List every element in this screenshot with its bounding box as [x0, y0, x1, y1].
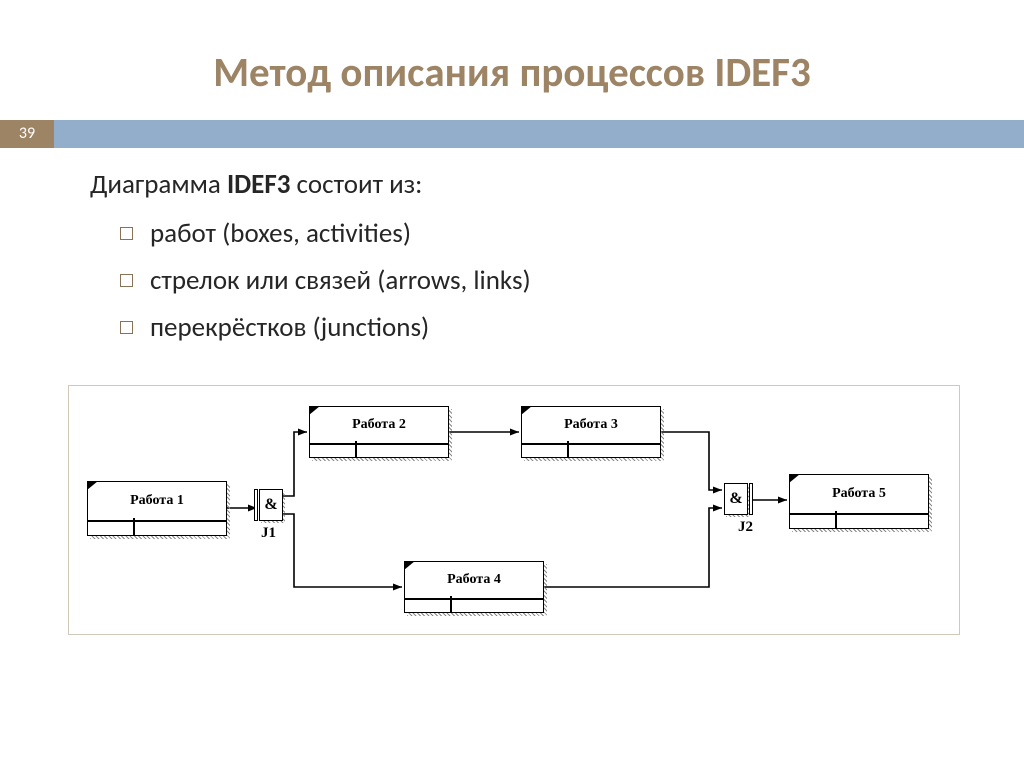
bullet-list: работ (boxes, activities) стрелок или св… — [90, 217, 950, 344]
work-box-label: Работа 3 — [522, 417, 660, 433]
bullet-text: перекрёстков (junctions) — [150, 311, 429, 344]
intro-strong: IDEF3 — [227, 168, 290, 201]
idef3-diagram: Работа 1 Работа 2 Работа 3 Работа 4 Работа 5… — [68, 385, 960, 635]
intro-line: Диаграмма IDEF3 состоит из: — [90, 168, 950, 201]
junction-label: J2 — [738, 519, 753, 536]
intro-suffix: состоит из: — [290, 168, 422, 201]
bullet-text: работ (boxes, activities) — [150, 217, 411, 250]
work-box-w3: Работа 3 — [521, 406, 661, 458]
junction-j2: &J2 — [724, 483, 748, 515]
bullet-item: стрелок или связей (arrows, links) — [120, 264, 950, 297]
work-box-w2: Работа 2 — [309, 406, 449, 458]
work-box-w5: Работа 5 — [789, 474, 929, 529]
bullet-text: стрелок или связей (arrows, links) — [150, 264, 531, 297]
badge-bar: 39 — [0, 120, 1024, 148]
title-text: Метод описания процессов IDEF3 — [213, 48, 811, 98]
content-area: Диаграмма IDEF3 состоит из: работ (boxes… — [90, 168, 950, 358]
slide-title: Метод описания процессов IDEF3 — [0, 0, 1024, 98]
work-box-label: Работа 1 — [88, 493, 226, 509]
work-box-label: Работа 5 — [790, 486, 928, 502]
intro-prefix: Диаграмма — [90, 168, 227, 201]
junction-label: J1 — [261, 525, 276, 542]
work-box-label: Работа 2 — [310, 417, 448, 433]
slide-number-badge: 39 — [0, 120, 54, 148]
bullet-item: перекрёстков (junctions) — [120, 311, 950, 344]
junction-j1: &J1 — [259, 489, 283, 521]
work-box-w4: Работа 4 — [404, 561, 544, 613]
bullet-item: работ (boxes, activities) — [120, 217, 950, 250]
work-box-w1: Работа 1 — [87, 481, 227, 536]
work-box-label: Работа 4 — [405, 572, 543, 588]
